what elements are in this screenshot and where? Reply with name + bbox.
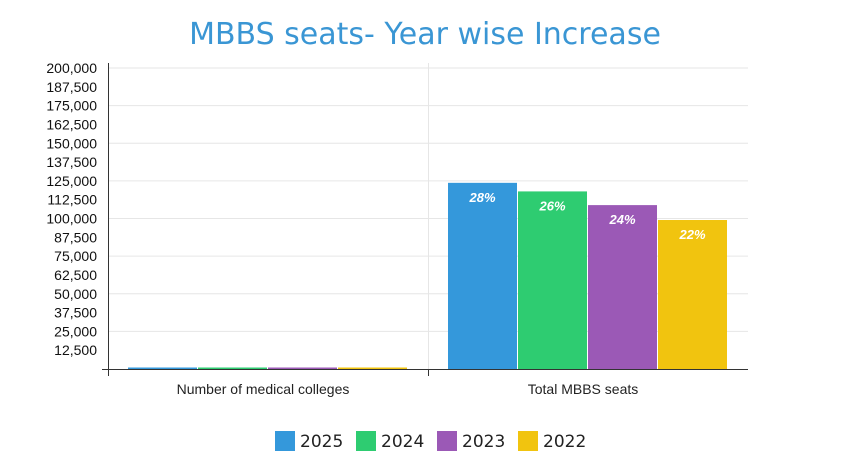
bar-2022-medical-colleges [338, 367, 407, 369]
legend: 2025 2024 2023 2022 [275, 431, 586, 452]
legend-swatch-2025[interactable] [275, 431, 295, 451]
y-tick-label: 150,000 [46, 135, 97, 151]
axes [102, 63, 748, 376]
bar-2023-medical-colleges [268, 367, 337, 369]
grid-lines [108, 63, 748, 369]
x-category-label: Number of medical colleges [177, 381, 350, 397]
legend-swatch-2022[interactable] [518, 431, 538, 451]
legend-swatch-2024[interactable] [356, 431, 376, 451]
y-tick-label: 187,500 [46, 79, 97, 95]
data-label-2025: 28% [468, 190, 495, 205]
axis-labels: 28% 26% 24% 22% 200,000 187,500 175,000 162,500… [46, 60, 706, 397]
bar-2024-total-mbbs-seats [518, 191, 587, 369]
y-tick-label: 137,500 [46, 154, 97, 170]
legend-label-2023[interactable]: 2023 [462, 432, 505, 452]
bars [128, 182, 727, 369]
bar-2025-total-mbbs-seats [448, 182, 517, 369]
y-tick-label: 125,000 [46, 173, 97, 189]
y-tick-label: 87,500 [54, 229, 97, 245]
data-label-2023: 24% [608, 212, 635, 227]
y-tick-label: 37,500 [54, 305, 97, 321]
y-tick-label: 200,000 [46, 60, 97, 76]
bar-2024-medical-colleges [198, 367, 267, 369]
y-tick-label: 12,500 [54, 342, 97, 358]
y-tick-label: 75,000 [54, 248, 97, 264]
y-tick-label: 162,500 [46, 116, 97, 132]
data-label-2022: 22% [678, 227, 705, 242]
y-tick-label: 100,000 [46, 211, 97, 227]
bar-2023-total-mbbs-seats [588, 205, 657, 369]
legend-label-2022[interactable]: 2022 [543, 432, 586, 452]
legend-swatch-2023[interactable] [437, 431, 457, 451]
data-label-2024: 26% [538, 198, 565, 213]
x-category-label: Total MBBS seats [528, 381, 639, 397]
legend-label-2025[interactable]: 2025 [300, 432, 343, 452]
bar-2025-medical-colleges [128, 367, 197, 369]
y-tick-label: 25,000 [54, 323, 97, 339]
y-tick-label: 112,500 [47, 192, 97, 208]
chart-title: MBBS seats- Year wise Increase [189, 17, 661, 52]
y-tick-label: 175,000 [46, 98, 97, 114]
bar-2022-total-mbbs-seats [658, 220, 727, 369]
y-tick-label: 62,500 [54, 267, 97, 283]
y-tick-label: 50,000 [54, 286, 97, 302]
legend-label-2024[interactable]: 2024 [381, 432, 424, 452]
